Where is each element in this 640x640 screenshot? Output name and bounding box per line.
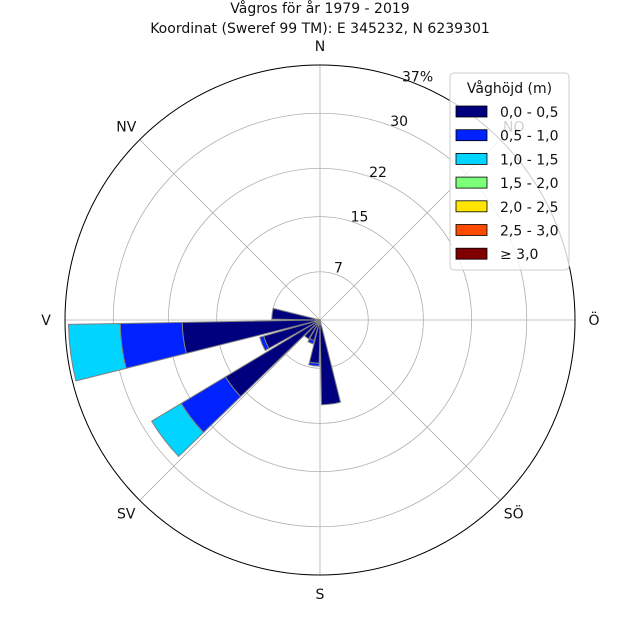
ring-label: 15 bbox=[351, 209, 369, 225]
grid-spoke bbox=[139, 139, 321, 321]
sector-bar bbox=[259, 335, 270, 352]
legend-label: 1,0 - 1,5 bbox=[500, 152, 558, 168]
ring-label: 37% bbox=[402, 69, 433, 85]
legend-title: Våghöjd (m) bbox=[467, 80, 552, 97]
sector-bar bbox=[271, 307, 321, 321]
direction-label: V bbox=[41, 313, 51, 329]
chart-title: Vågros för år 1979 - 2019 bbox=[230, 0, 409, 17]
direction-label: S bbox=[316, 587, 325, 603]
sector-bar bbox=[308, 361, 320, 367]
ring-label: 22 bbox=[369, 165, 387, 181]
sector-bar bbox=[303, 319, 321, 340]
grid-spoke bbox=[319, 319, 501, 501]
legend-swatch bbox=[455, 224, 488, 236]
direction-label: SÖ bbox=[504, 505, 524, 523]
ring-label: 30 bbox=[390, 114, 408, 130]
legend-swatch bbox=[455, 105, 488, 118]
sector-bar bbox=[67, 322, 127, 382]
legend: Våghöjd (m) 0,0 - 0,5 0,5 - 1,0 1,0 - 1,5 1,… bbox=[449, 72, 570, 271]
direction-label: SV bbox=[117, 507, 136, 523]
legend-label: 2,5 - 3,0 bbox=[500, 224, 558, 240]
grid-spoke bbox=[139, 319, 321, 501]
legend-swatch bbox=[455, 129, 488, 142]
direction-label: N bbox=[315, 39, 325, 55]
legend-label: 1,5 - 2,0 bbox=[500, 176, 558, 192]
direction-label: Ö bbox=[588, 311, 599, 329]
sector-bars bbox=[67, 307, 342, 458]
legend-label: 0,0 - 0,5 bbox=[500, 105, 558, 121]
sector-bar bbox=[319, 319, 342, 406]
legend-swatch bbox=[455, 152, 488, 165]
legend-swatch bbox=[455, 200, 488, 213]
sector-bar bbox=[150, 402, 205, 458]
legend-swatch bbox=[455, 176, 488, 189]
sector-bar bbox=[119, 321, 187, 369]
outer-frame bbox=[64, 64, 576, 576]
direction-label: NV bbox=[116, 119, 136, 135]
legend-swatch bbox=[455, 247, 488, 260]
legend-label: 2,0 - 2,5 bbox=[500, 200, 558, 216]
sector-bar bbox=[307, 338, 315, 345]
chart-subtitle: Koordinat (Sweref 99 TM): E 345232, N 62… bbox=[150, 21, 490, 37]
legend-label: 0,5 - 1,0 bbox=[500, 129, 558, 145]
legend-box bbox=[449, 72, 570, 271]
ring-label: 7 bbox=[334, 260, 343, 276]
legend-label: ≥ 3,0 bbox=[500, 247, 538, 263]
